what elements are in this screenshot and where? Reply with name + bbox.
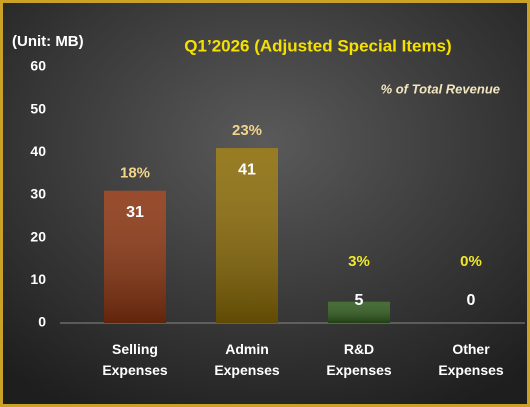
x-tick-label: Other Expenses [438,341,504,378]
percent-label: 0% [460,253,482,270]
bar-shade [216,148,278,323]
percent-label: 18% [120,165,150,182]
y-tick-label: 60 [30,58,46,74]
chart-title: Q1’2026 (Adjusted Special Items) [184,36,451,55]
y-tick-label: 50 [30,100,46,116]
unit-label: (Unit: MB) [12,33,84,50]
value-label: 5 [355,292,364,309]
x-tick-label: R&D Expenses [326,341,392,378]
value-label: 31 [126,204,144,221]
y-tick-label: 0 [38,314,46,330]
bar-shade [104,190,166,323]
annotation: % of Total Revenue [381,81,500,96]
x-tick-label: Selling Expenses [102,341,168,378]
value-label: 41 [238,161,256,178]
y-tick-label: 10 [30,271,46,287]
y-tick-label: 20 [30,228,46,244]
y-tick-label: 40 [30,143,46,159]
bar-shade [328,301,390,323]
y-tick-label: 30 [30,186,46,202]
percent-label: 23% [232,122,262,139]
x-tick-label: Admin Expenses [214,341,280,378]
value-label: 0 [467,292,476,309]
percent-label: 3% [348,253,370,270]
